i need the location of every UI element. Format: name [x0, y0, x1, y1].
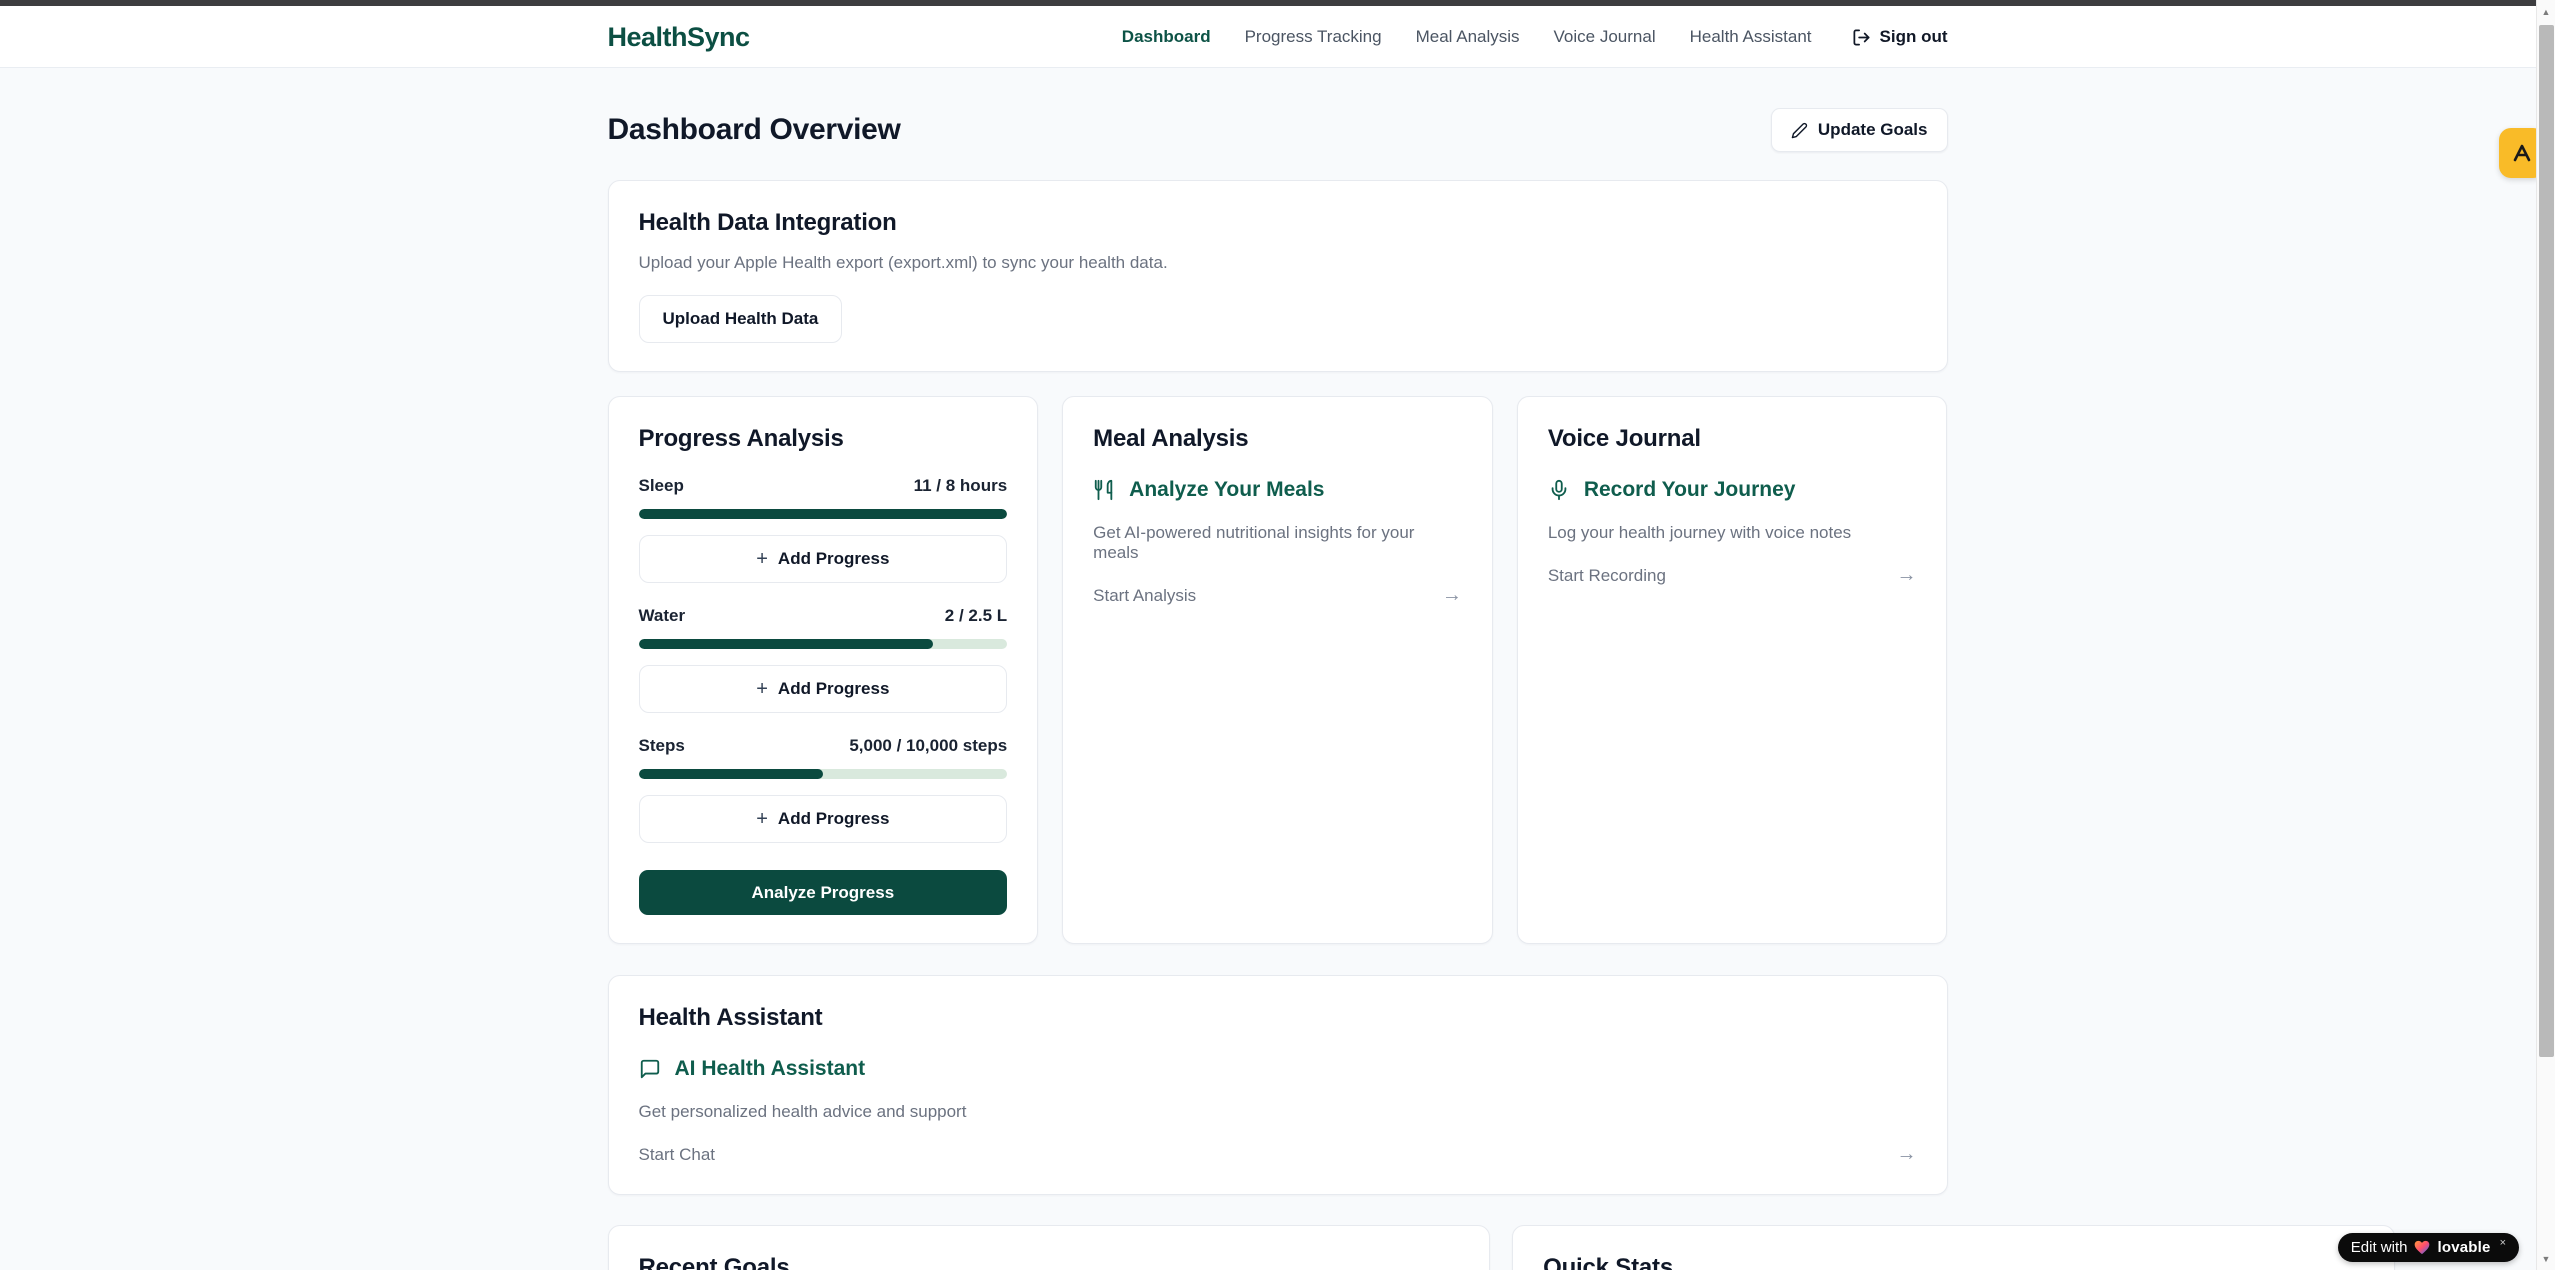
scrollbar-thumb[interactable] [2539, 25, 2554, 1057]
plus-icon: + [756, 678, 768, 700]
scrollbar-up-arrow[interactable]: ▲ [2541, 7, 2551, 17]
meal-analysis-description: Get AI-powered nutritional insights for … [1093, 523, 1415, 562]
badge-close-icon[interactable]: × [2499, 1237, 2506, 1249]
voice-journal-card: Voice Journal Record Your Journey Log yo… [1516, 396, 1948, 944]
meal-analysis-title: Meal Analysis [1093, 425, 1249, 452]
health-assistant-description: Get personalized health advice and suppo… [638, 1102, 967, 1121]
add-progress-button[interactable]: + Add Progress [638, 535, 1008, 583]
metric-progress-fill [638, 769, 823, 779]
metric-progress-bar [638, 509, 1008, 519]
main-content: Dashboard Overview Update Goals Health D… [0, 68, 2555, 1270]
arrow-right-icon: → [1896, 1143, 1917, 1165]
start-recording-label: Start Recording [1547, 565, 1666, 585]
metric-value: 5,000 / 10,000 steps [849, 736, 1008, 755]
progress-metric: Sleep 11 / 8 hours + Add Progress [638, 476, 1008, 583]
lovable-tab-icon [2510, 141, 2534, 165]
start-chat-label: Start Chat [638, 1144, 716, 1164]
analyze-progress-button[interactable]: Analyze Progress [638, 870, 1008, 915]
metric-label: Sleep [638, 476, 684, 495]
health-data-title: Health Data Integration [638, 209, 897, 236]
ai-health-assistant-link[interactable]: AI Health Assistant [639, 1057, 1917, 1081]
nav-item-voice-journal[interactable]: Voice Journal [1553, 27, 1656, 46]
edit-badge-brand: lovable [2437, 1239, 2491, 1256]
record-journey-label: Record Your Journey [1583, 478, 1796, 501]
arrow-right-icon: → [1441, 584, 1462, 606]
nav-item-progress-tracking[interactable]: Progress Tracking [1244, 27, 1382, 46]
recent-goals-title: Recent Goals [638, 1254, 790, 1270]
progress-metric: Steps 5,000 / 10,000 steps + Add Progres… [638, 736, 1008, 843]
progress-analysis-title: Progress Analysis [638, 425, 844, 452]
chat-bubble-icon [639, 1058, 661, 1080]
edit-with-lovable-badge[interactable]: Edit with lovable × [2337, 1233, 2519, 1262]
health-data-integration-card: Health Data Integration Upload your Appl… [607, 180, 1948, 372]
signout-label: Sign out [1879, 27, 1948, 46]
scrollbar-down-arrow[interactable]: ▼ [2541, 1254, 2551, 1264]
quick-stats-card: Quick Stats Select Date TodayYesterdaySa… [1512, 1225, 2395, 1270]
voice-journal-description: Log your health journey with voice notes [1547, 523, 1852, 542]
upload-health-data-button[interactable]: Upload Health Data [638, 295, 843, 343]
metric-progress-bar [638, 769, 1008, 779]
main-nav: Dashboard Progress Tracking Meal Analysis V… [1122, 27, 1948, 47]
signout-button[interactable]: Sign out [1852, 27, 1948, 47]
voice-journal-title: Voice Journal [1547, 425, 1701, 452]
nav-item-meal-analysis[interactable]: Meal Analysis [1415, 27, 1520, 46]
heart-icon [2414, 1240, 2430, 1255]
microphone-icon [1548, 479, 1570, 501]
recent-goals-card: Recent Goals Select Date TodayYesterdayS… [607, 1225, 1491, 1270]
analyze-meals-link[interactable]: Analyze Your Meals [1093, 478, 1462, 502]
quick-stats-title: Quick Stats [1543, 1254, 1673, 1270]
progress-metric: Water 2 / 2.5 L + Add Progress [638, 606, 1008, 713]
brand-logo[interactable]: HealthSync [607, 21, 751, 52]
nav-links: Dashboard Progress Tracking Meal Analysis V… [1122, 27, 1812, 47]
start-recording-link[interactable]: Start Recording → [1548, 564, 1917, 587]
update-goals-label: Update Goals [1817, 120, 1928, 139]
metric-progress-bar [638, 639, 1008, 649]
metric-value: 11 / 8 hours [913, 476, 1008, 495]
header: HealthSync Dashboard Progress Tracking Mea… [0, 6, 2555, 68]
nav-item-dashboard[interactable]: Dashboard [1121, 27, 1211, 46]
plus-icon: + [756, 548, 768, 570]
meal-analysis-card: Meal Analysis Analyze Your Meals Get AI-… [1062, 396, 1493, 944]
window-top-strip [0, 0, 2555, 6]
metric-progress-fill [638, 509, 1008, 519]
start-analysis-link[interactable]: Start Analysis → [1093, 584, 1462, 607]
ai-health-assistant-label: AI Health Assistant [674, 1057, 866, 1080]
scrollbar[interactable]: ▲ ▼ [2536, 0, 2555, 1270]
update-goals-button[interactable]: Update Goals [1770, 108, 1948, 152]
plus-icon: + [756, 808, 768, 830]
add-progress-label: Add Progress [777, 549, 890, 568]
add-progress-button[interactable]: + Add Progress [638, 795, 1008, 843]
edit-badge-prefix: Edit with [2350, 1239, 2408, 1256]
metric-label: Water [638, 606, 686, 625]
start-chat-link[interactable]: Start Chat → [639, 1143, 1917, 1166]
health-data-description: Upload your Apple Health export (export.… [638, 253, 1168, 272]
metric-progress-fill [638, 639, 934, 649]
start-analysis-label: Start Analysis [1093, 585, 1197, 605]
nav-item-health-assistant[interactable]: Health Assistant [1689, 27, 1812, 46]
add-progress-button[interactable]: + Add Progress [638, 665, 1008, 713]
metrics-list: Sleep 11 / 8 hours + Add Progress Water … [638, 476, 1008, 843]
health-assistant-card: Health Assistant AI Health Assistant Get… [607, 975, 1948, 1195]
progress-analysis-card: Progress Analysis Sleep 11 / 8 hours + A… [607, 396, 1039, 944]
utensils-icon [1093, 479, 1115, 501]
metric-label: Steps [638, 736, 685, 755]
health-assistant-title: Health Assistant [638, 1004, 823, 1031]
page-title: Dashboard Overview [607, 113, 901, 146]
record-journey-link[interactable]: Record Your Journey [1548, 478, 1917, 502]
pencil-icon [1791, 122, 1808, 139]
signout-icon [1852, 28, 1871, 47]
add-progress-label: Add Progress [777, 809, 890, 828]
add-progress-label: Add Progress [777, 679, 890, 698]
analyze-meals-label: Analyze Your Meals [1129, 478, 1325, 501]
arrow-right-icon: → [1896, 564, 1917, 586]
metric-value: 2 / 2.5 L [944, 606, 1008, 625]
